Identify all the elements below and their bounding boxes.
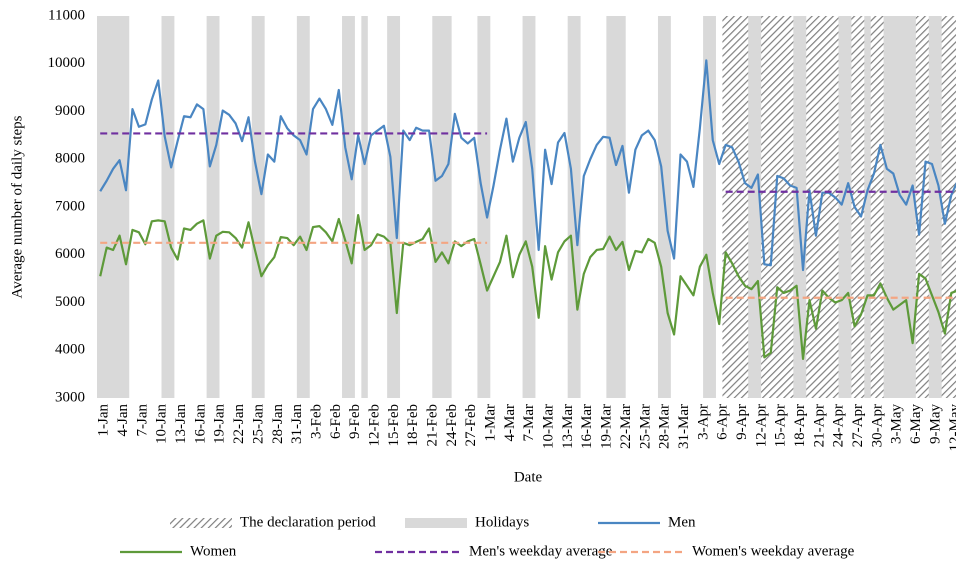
x-tick-label: 3-Apr: [695, 404, 711, 440]
holiday-band: [97, 16, 130, 398]
x-tick-label: 10-Mar: [541, 404, 557, 449]
x-tick-label: 16-Jan: [192, 404, 208, 444]
holiday-band: [703, 16, 716, 398]
series-line: [99, 214, 956, 360]
y-tick-label: 11000: [48, 7, 85, 23]
legend-label: Women's weekday average: [692, 543, 855, 559]
x-tick-label: 25-Jan: [250, 404, 266, 444]
x-tick-label: 22-Mar: [618, 404, 634, 449]
legend-label: Holidays: [475, 514, 529, 530]
x-tick-label: 24-Feb: [444, 404, 460, 447]
holiday-band: [251, 16, 265, 398]
legend-label: Men's weekday average: [469, 543, 613, 559]
x-tick-label: 21-Feb: [424, 404, 440, 447]
x-tick-label: 28-Mar: [657, 404, 673, 449]
x-tick-label: 3-May: [889, 404, 905, 444]
x-tick-label: 30-Apr: [869, 404, 885, 447]
y-tick-label: 6000: [55, 246, 85, 262]
x-tick-label: 19-Jan: [212, 404, 228, 444]
x-tick-label: 18-Apr: [792, 404, 808, 447]
legend-swatch: [405, 518, 467, 528]
x-tick-label: 6-Feb: [328, 404, 344, 439]
x-tick-label: 6-May: [908, 404, 924, 444]
holiday-band: [206, 16, 220, 398]
x-tick-label: 3-Feb: [308, 404, 324, 439]
x-tick-label: 4-Jan: [115, 404, 131, 437]
x-tick-label: 12-Feb: [366, 404, 382, 447]
x-tick-label: 21-Apr: [811, 404, 827, 447]
x-tick-label: 4-Mar: [502, 404, 518, 442]
x-tick-label: 13-Mar: [560, 404, 576, 449]
holiday-band: [432, 16, 452, 398]
x-tick-label: 15-Apr: [773, 404, 789, 447]
x-tick-label: 27-Apr: [850, 404, 866, 447]
x-tick-label: 7-Mar: [521, 404, 537, 442]
x-tick-label: 9-Feb: [347, 404, 363, 439]
x-tick-label: 27-Feb: [463, 404, 479, 447]
x-tick-label: 1-Mar: [483, 404, 499, 442]
y-tick-label: 9000: [55, 103, 85, 119]
x-tick-label: 12-Apr: [753, 404, 769, 447]
y-tick-label: 5000: [55, 294, 85, 310]
holiday-band: [296, 16, 310, 398]
x-tick-label: 31-Jan: [289, 404, 305, 444]
x-tick-label: 16-Mar: [579, 404, 595, 449]
shading: [97, 16, 956, 398]
x-tick-label: 15-Feb: [386, 404, 402, 447]
y-tick-label: 8000: [55, 151, 85, 167]
series-line: [99, 59, 956, 272]
x-tick-label: 1-Jan: [96, 404, 112, 437]
holiday-band: [361, 16, 368, 398]
x-tick-label: 24-Apr: [831, 404, 847, 447]
holiday-band: [883, 16, 916, 398]
holiday-band: [748, 16, 762, 398]
x-tick-label: 22-Jan: [231, 404, 247, 444]
holiday-band: [342, 16, 355, 398]
holiday-band: [793, 16, 807, 398]
x-tick-label: 12-May: [947, 404, 956, 452]
x-tick-label: 18-Feb: [405, 404, 421, 447]
y-tick-label: 7000: [55, 198, 85, 214]
y-tick-label: 4000: [55, 342, 85, 358]
x-tick-label: 13-Jan: [173, 404, 189, 444]
holiday-band: [161, 16, 175, 398]
x-tick-label: 6-Apr: [715, 404, 731, 440]
holiday-band: [477, 16, 491, 398]
x-tick-label: 31-Mar: [676, 404, 692, 449]
x-tick-label: 19-Mar: [599, 404, 615, 449]
x-tick-label: 7-Jan: [134, 404, 150, 437]
average-line: [100, 241, 956, 299]
holiday-band: [864, 16, 871, 398]
legend-label: The declaration period: [240, 514, 376, 530]
holiday-band: [522, 16, 536, 398]
holiday-band: [606, 16, 626, 398]
legend-label: Women: [190, 543, 237, 559]
legend-label: Men: [668, 514, 696, 530]
y-tick-label: 3000: [55, 389, 85, 405]
y-tick-label: 10000: [48, 55, 86, 71]
x-tick-label: 10-Jan: [154, 404, 170, 444]
x-tick-label: 25-Mar: [637, 404, 653, 449]
y-axis-title: Average number of daily steps: [9, 115, 25, 298]
holiday-band: [838, 16, 852, 398]
x-tick-label: 9-Apr: [734, 404, 750, 440]
average-line: [100, 132, 956, 193]
x-axis-title: Date: [514, 469, 543, 485]
x-tick-label: 28-Jan: [270, 404, 286, 444]
legend-swatch: [170, 518, 232, 528]
x-tick-label: 9-May: [927, 404, 943, 444]
holiday-band: [928, 16, 942, 398]
